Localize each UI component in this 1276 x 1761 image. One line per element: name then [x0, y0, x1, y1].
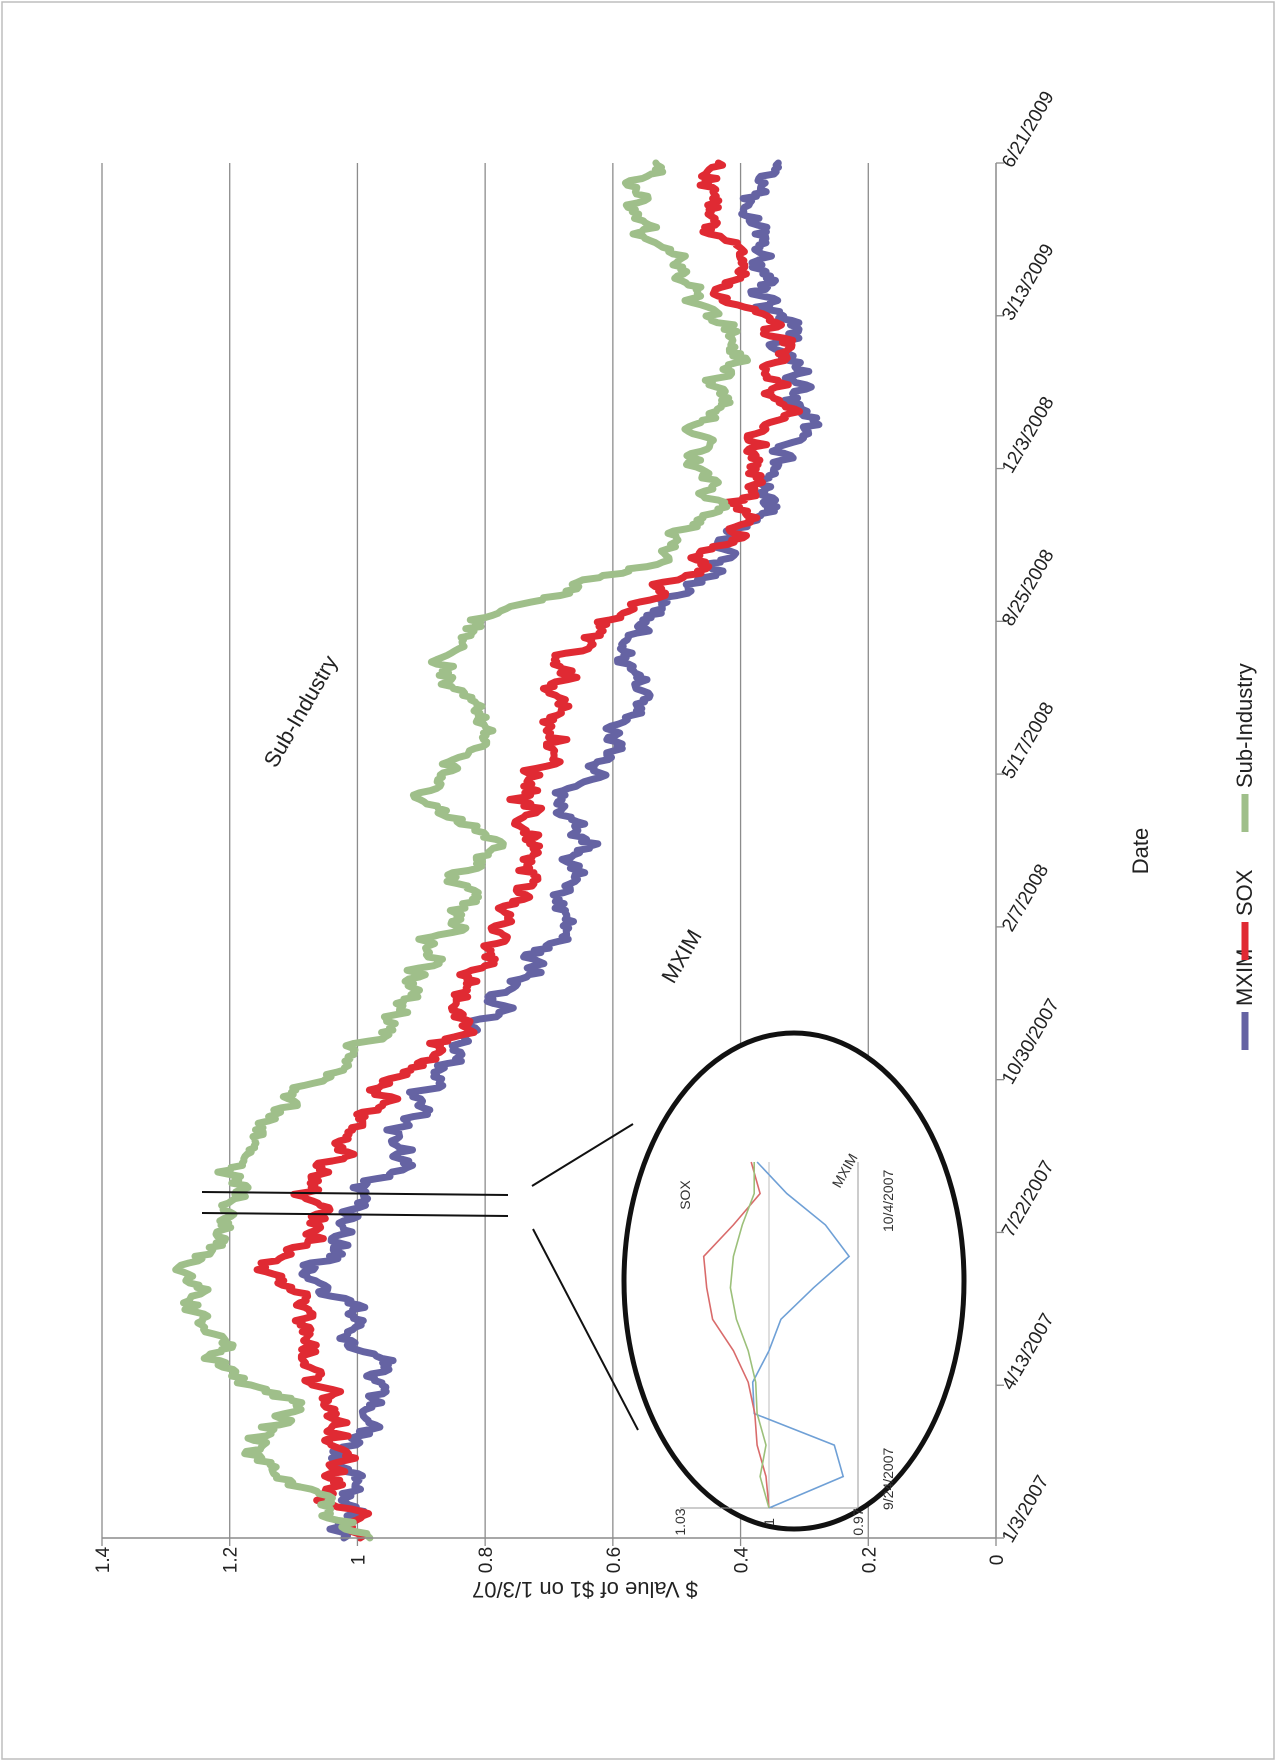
y-tick-label: 1: [348, 1555, 369, 1566]
zoom-marker-line: [201, 1191, 509, 1196]
x-tick-label: 8/25/2008: [998, 546, 1058, 630]
series-line-sub-industry: [172, 159, 751, 1542]
gridlines: [101, 163, 869, 1538]
y-tick-label: 1.4: [93, 1546, 114, 1573]
inset-x-label: 10/4/2007: [880, 1170, 896, 1232]
inset-series-sub-industry: [729, 1162, 770, 1509]
x-tick-label: 7/22/2007: [998, 1157, 1058, 1241]
legend-item-mxim: MXIM: [1232, 949, 1257, 1050]
tick-marks: [101, 162, 1004, 1546]
inset-y-tick-label: 1: [761, 1518, 777, 1526]
x-tick-labels: 1/3/2007 4/13/2007 7/22/2007 10/30/2007 2/7/…: [998, 88, 1064, 1547]
x-tick-label: 2/7/2008: [998, 861, 1053, 936]
y-tick-label: 0: [987, 1555, 1008, 1566]
inset-label-sox: SOX: [677, 1180, 693, 1210]
inset-series-sox: [702, 1161, 770, 1509]
y-tick-label: 0.2: [859, 1547, 880, 1573]
series-lines: [172, 159, 823, 1542]
x-tick-label: 3/13/2009: [998, 241, 1058, 325]
y-tick-labels: 0 0.2 0.4 0.6 0.8 1 1.2 1.4: [93, 1546, 1008, 1573]
x-tick-label: 12/3/2008: [998, 393, 1058, 477]
inset-y-tick-label: 1.03: [672, 1508, 688, 1535]
legend-item-sub-industry: Sub-Industry: [1232, 663, 1257, 832]
x-tick-label: 1/3/2007: [998, 1472, 1053, 1547]
y-tick-label: 0.6: [604, 1547, 625, 1573]
annotation-mxim: MXIM: [656, 925, 706, 987]
series-line-mxim: [298, 159, 823, 1542]
zoom-ellipse: [621, 1030, 967, 1532]
inset-series-mxim: [751, 1161, 851, 1509]
y-axis-title: $ Value of $1 on 1/3/07: [472, 1577, 698, 1602]
zoom-leader-line: [532, 1228, 639, 1431]
annotation-sub-industry: Sub-Industry: [258, 651, 342, 772]
inset-x-label: 9/24/2007: [880, 1448, 896, 1510]
inset-y-tick-label: 0.97: [850, 1508, 866, 1535]
x-tick-label: 5/17/2008: [998, 699, 1058, 783]
zoom-marker-line: [201, 1212, 509, 1217]
legend: MXIM SOX Sub-Industry: [1232, 663, 1257, 1050]
legend-label: Sub-Industry: [1232, 663, 1257, 788]
y-tick-label: 0.8: [476, 1547, 497, 1573]
series-line-sox: [253, 159, 804, 1542]
legend-item-sox: SOX: [1232, 869, 1257, 960]
x-tick-label: 4/13/2007: [998, 1310, 1058, 1394]
x-axis-title: Date: [1128, 828, 1153, 874]
zoom-leader-line: [531, 1123, 634, 1187]
x-tick-label: 6/21/2009: [998, 88, 1058, 172]
legend-label: SOX: [1232, 869, 1257, 916]
x-tick-label: 10/30/2007: [998, 995, 1064, 1088]
y-tick-label: 1.2: [221, 1547, 242, 1573]
y-tick-label: 0.4: [732, 1546, 753, 1573]
